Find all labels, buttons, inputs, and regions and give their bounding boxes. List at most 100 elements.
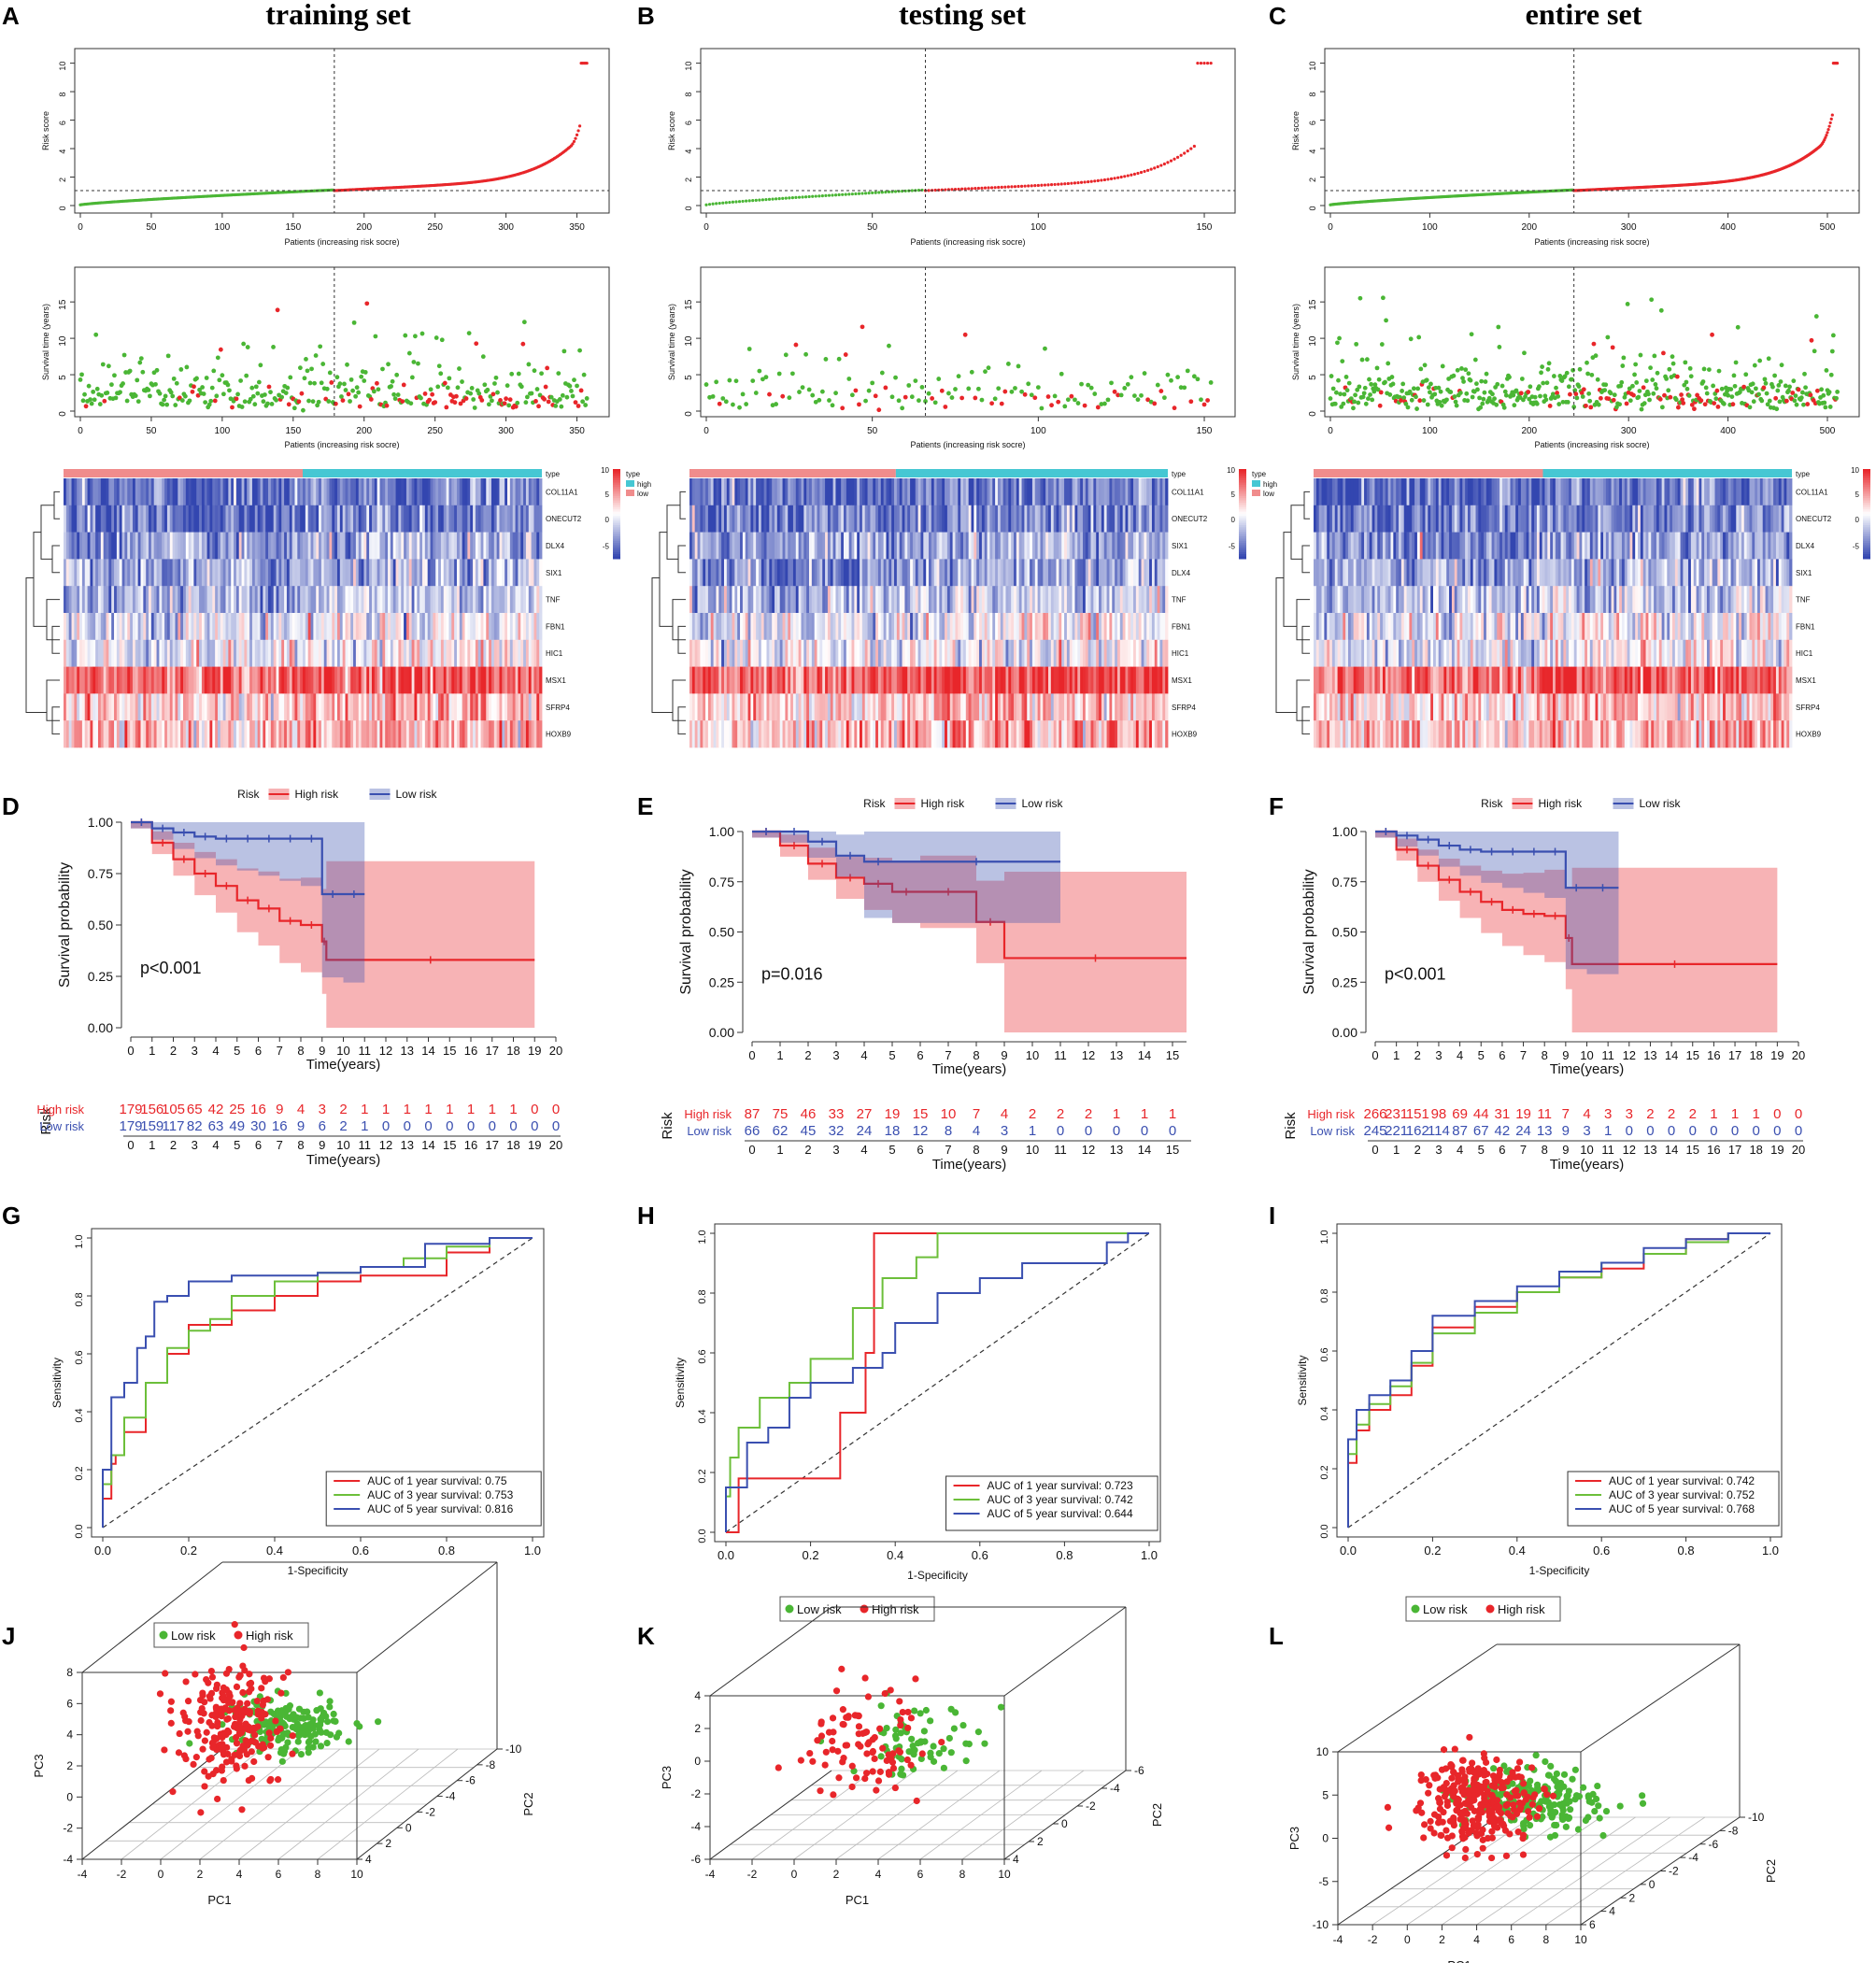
- heatmap-cell: [87, 720, 91, 748]
- survival-point: [887, 343, 891, 349]
- set-title-entire: entire set: [1526, 0, 1642, 31]
- risk-xtick-label: 150: [285, 222, 301, 233]
- risk-score-point: [737, 200, 742, 204]
- survival-point: [401, 382, 406, 388]
- heatmap-cell: [1157, 532, 1160, 560]
- heatmap-cell: [84, 613, 88, 641]
- survival-point: [472, 405, 477, 410]
- heatmap-cell: [462, 720, 465, 748]
- heatmap-cell: [209, 478, 213, 506]
- heatmap-cell: [870, 505, 874, 533]
- heatmap-cell: [1027, 532, 1030, 560]
- survival-point: [1032, 395, 1038, 401]
- survival-point: [1634, 380, 1640, 385]
- heatmap-cell: [220, 478, 224, 506]
- heatmap-cell: [238, 532, 242, 560]
- heatmap-cell: [1128, 478, 1131, 506]
- heatmap-cell: [477, 639, 481, 667]
- heatmap-cell: [1072, 478, 1075, 506]
- heatmap-cell: [106, 613, 109, 641]
- heatmap-cell: [249, 532, 253, 560]
- heatmap-cell: [1043, 532, 1046, 560]
- heatmap-cell: [234, 720, 237, 748]
- heatmap-cell: [512, 666, 516, 694]
- risk-score-point: [857, 192, 861, 195]
- heatmap-cell: [697, 559, 701, 587]
- heatmap-cell: [268, 505, 272, 533]
- heatmap-cell: [456, 586, 461, 614]
- heatmap-cell: [119, 532, 122, 560]
- heatmap-cell: [467, 505, 471, 533]
- heatmap-cell: [965, 559, 970, 587]
- heatmap-cell: [1021, 532, 1025, 560]
- heatmap-cell: [475, 559, 479, 587]
- heatmap-cell: [401, 532, 405, 560]
- survival-point: [368, 397, 374, 402]
- heatmap-cell: [305, 532, 309, 560]
- heatmap-cell: [753, 586, 757, 614]
- heatmap-cell: [891, 478, 895, 506]
- heatmap-cell: [254, 532, 259, 560]
- heatmap-cell: [348, 532, 351, 560]
- heatmap-cell: [965, 478, 970, 506]
- survival-point: [296, 399, 302, 405]
- survival-point: [380, 366, 385, 372]
- risk-score-point: [1100, 178, 1103, 182]
- survival-point: [286, 402, 291, 407]
- heatmap-cell: [1000, 559, 1004, 587]
- heatmap-cell: [297, 720, 301, 748]
- heatmap-cell: [902, 478, 905, 506]
- survival-point: [476, 391, 482, 396]
- risk-score-point: [754, 198, 758, 202]
- heatmap-cell: [166, 559, 171, 587]
- heatmap-cell: [124, 613, 128, 641]
- heatmap-cell: [385, 559, 389, 587]
- heatmap-cell: [843, 505, 847, 533]
- heatmap-cell: [520, 693, 524, 721]
- heatmap-cell: [981, 559, 986, 587]
- heatmap-cell: [153, 478, 157, 506]
- heatmap-cell: [291, 720, 295, 748]
- heatmap-cell: [162, 559, 165, 587]
- survival-point: [1711, 383, 1716, 389]
- heatmap-cell: [319, 720, 322, 748]
- heatmap-cell: [235, 532, 240, 560]
- survival-point: [1700, 379, 1706, 384]
- heatmap-cell: [1030, 478, 1033, 506]
- heatmap-cell: [1027, 505, 1030, 533]
- heatmap-cell: [489, 666, 492, 694]
- survival-point: [537, 392, 543, 398]
- heatmap-cell: [539, 613, 543, 641]
- heatmap-cell: [382, 693, 386, 721]
- survival-point: [1019, 389, 1024, 394]
- heatmap-cell: [1103, 532, 1107, 560]
- survival-point: [577, 348, 582, 353]
- survival-point: [1679, 392, 1684, 397]
- risk-xtick-label: 0: [78, 222, 83, 233]
- heatmap-cell: [222, 720, 226, 748]
- survival-point: [1641, 385, 1646, 391]
- heatmap-cell: [968, 559, 972, 587]
- heatmap-cell: [912, 478, 917, 506]
- heatmap-cell: [873, 586, 876, 614]
- heatmap-cell: [235, 478, 240, 506]
- risk-score-point: [1130, 173, 1133, 177]
- heatmap-cell: [424, 693, 429, 721]
- heatmap-cell: [528, 693, 533, 721]
- survival-point: [1577, 366, 1583, 372]
- heatmap-cell: [408, 478, 413, 506]
- dendrogram-branch: [25, 577, 47, 714]
- survival-point: [763, 375, 769, 380]
- heatmap-scale-cell: [613, 522, 620, 526]
- heatmap-scale-cell: [613, 480, 620, 483]
- heatmap-cell: [502, 639, 505, 667]
- survival-point: [413, 334, 418, 339]
- heatmap-cell: [87, 586, 91, 614]
- heatmap-cell: [1018, 478, 1022, 506]
- heatmap-cell: [1157, 478, 1160, 506]
- heatmap-cell: [332, 720, 335, 748]
- heatmap-cell: [1122, 505, 1126, 533]
- heatmap-cell: [220, 505, 224, 533]
- heatmap-cell: [276, 478, 279, 506]
- survival-point: [570, 393, 576, 399]
